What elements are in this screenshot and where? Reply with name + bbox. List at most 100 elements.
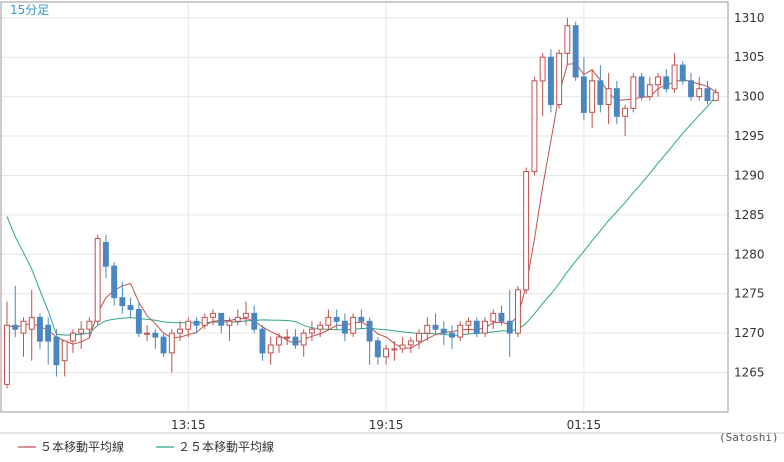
candle-up (234, 309, 241, 326)
candle-body (267, 344, 274, 354)
candle-down (119, 281, 126, 314)
candle-up (317, 321, 324, 338)
candle-up (210, 309, 217, 326)
candle-down (366, 317, 373, 365)
candle-up (457, 321, 464, 342)
candle-body (440, 328, 447, 334)
candle-up (712, 88, 719, 102)
candle-body (300, 332, 307, 346)
candle-body (531, 80, 538, 172)
candle-body (564, 25, 571, 54)
legend-label: ２５本移動平均線 (178, 439, 274, 454)
candle-body (613, 88, 620, 117)
candle-down (251, 305, 258, 334)
candle-up (515, 285, 521, 338)
candle-down (45, 317, 52, 365)
candle-body (251, 312, 258, 330)
candle-up (383, 344, 390, 365)
candle-body (449, 332, 456, 338)
candle-body (506, 320, 513, 334)
candle-body (556, 52, 563, 106)
y-tick-label: 1295 (734, 129, 765, 143)
candle-body (317, 324, 324, 330)
y-tick-label: 1270 (734, 326, 765, 340)
candle-body (515, 289, 521, 334)
candle-up (531, 76, 538, 176)
candle-up (465, 317, 472, 334)
candle-down (679, 61, 686, 85)
candle-down (259, 325, 266, 361)
candle-body (432, 324, 439, 330)
candle-up (20, 317, 27, 357)
candle-body (704, 88, 711, 101)
candle-down (193, 317, 200, 334)
candle-up (589, 69, 596, 129)
candle-body (630, 76, 637, 109)
candle-body (284, 336, 291, 339)
candle-up (490, 309, 497, 330)
candle-up (424, 317, 431, 342)
y-tick-label: 1300 (734, 90, 765, 104)
candle-up (86, 317, 93, 338)
candle-body (292, 336, 299, 346)
candle-up (564, 17, 571, 66)
candle-body (86, 320, 93, 330)
candle-body (638, 76, 645, 98)
candle-body (78, 328, 85, 334)
credit-label: (Satoshi) (719, 431, 779, 444)
candle-down (292, 329, 299, 349)
candle-body (655, 76, 661, 86)
candle-down (341, 313, 348, 342)
x-tick-label: 13:15 (171, 418, 206, 432)
candle-down (473, 317, 480, 338)
candle-body (663, 76, 670, 90)
legend-label: ５本移動平均線 (40, 439, 124, 454)
candle-body (20, 320, 27, 334)
candle-body (119, 297, 126, 307)
candle-body (160, 336, 167, 354)
candle-up (4, 301, 10, 389)
candle-body (605, 88, 612, 105)
candle-down (613, 80, 620, 125)
candle-body (646, 84, 653, 98)
candles (4, 17, 719, 389)
candle-down (333, 309, 340, 330)
candle-up (226, 317, 233, 342)
candle-body (102, 242, 109, 267)
candle-down (638, 72, 645, 101)
candle-body (712, 92, 719, 102)
candle-down (135, 301, 142, 338)
candle-body (548, 56, 554, 105)
candle-body (70, 332, 76, 342)
candle-up (416, 329, 423, 349)
candle-body (234, 316, 241, 322)
candle-up (267, 337, 274, 365)
candle-body (193, 320, 200, 326)
candle-body (210, 312, 217, 318)
candle-body (111, 265, 118, 299)
y-tick-label: 1285 (734, 208, 765, 222)
candle-down (572, 21, 579, 81)
candle-body (498, 312, 505, 322)
candle-down (53, 329, 60, 377)
candle-body (201, 316, 208, 326)
candle-body (457, 324, 464, 338)
candle-up (399, 337, 406, 353)
candle-down (160, 333, 167, 357)
candle-body (490, 312, 497, 322)
y-tick-label: 1290 (734, 168, 765, 182)
candle-up (350, 313, 357, 338)
y-tick-label: 1265 (734, 366, 765, 380)
candle-body (341, 320, 348, 334)
candle-body (416, 332, 423, 342)
axes: 1265 1270 1275 1280 1285 1290 1295 1300 1305 1310… (0, 1, 784, 434)
candle-body (622, 107, 628, 117)
x-tick-label: 01:15 (567, 418, 602, 432)
y-tick-label: 1280 (734, 247, 765, 261)
x-tick-label: 19:15 (369, 418, 404, 432)
candle-body (358, 316, 365, 322)
candle-down (663, 69, 670, 93)
candle-body (383, 348, 390, 358)
